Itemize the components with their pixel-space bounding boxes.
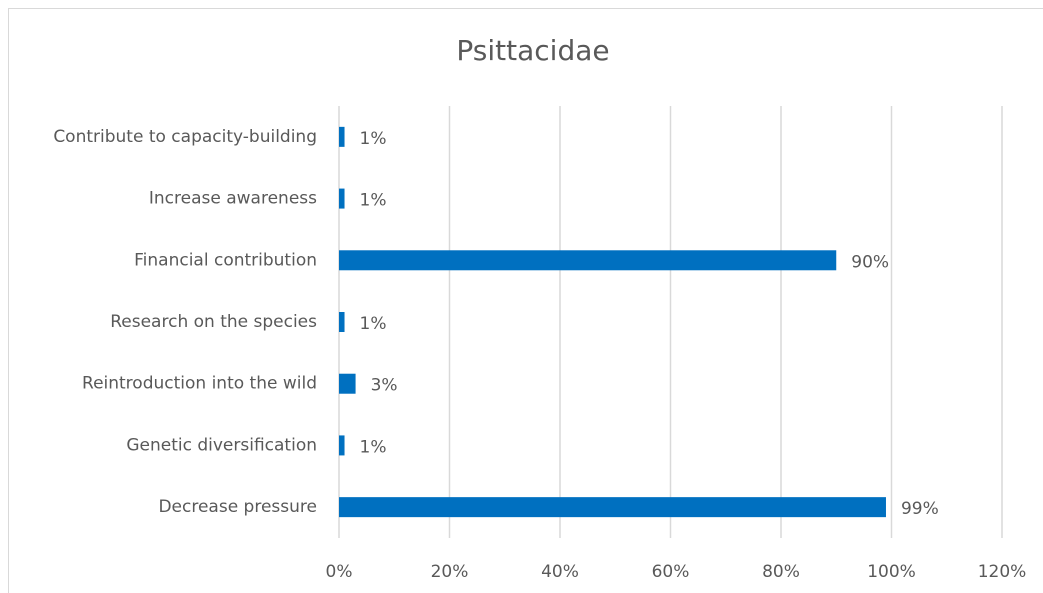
y-tick-label: Reintroduction into the wild <box>82 374 317 394</box>
chart-frame <box>8 8 1043 593</box>
x-tick-label: 100% <box>867 562 916 582</box>
y-tick-label: Research on the species <box>110 312 317 332</box>
x-tick-label: 0% <box>326 562 353 582</box>
data-label: 90% <box>851 252 889 272</box>
bar <box>339 188 345 209</box>
bar <box>339 497 886 518</box>
y-tick-label: Decrease pressure <box>158 497 317 517</box>
bar <box>339 435 345 456</box>
x-tick-label: 80% <box>762 562 800 582</box>
bar <box>339 312 345 332</box>
bar <box>339 250 837 271</box>
chart-title: Psittacidae <box>456 34 609 67</box>
bar <box>339 373 356 394</box>
y-tick-label: Contribute to capacity-building <box>53 127 317 147</box>
data-label: 3% <box>371 376 398 396</box>
data-label: 1% <box>360 437 387 457</box>
x-tick-label: 20% <box>431 562 469 582</box>
y-tick-label: Increase awareness <box>149 189 317 209</box>
data-label: 1% <box>360 191 387 211</box>
y-tick-label: Genetic diversification <box>126 435 317 455</box>
data-label: 99% <box>901 499 939 519</box>
bar <box>339 126 345 147</box>
data-label: 1% <box>360 314 387 334</box>
x-tick-label: 40% <box>541 562 579 582</box>
x-tick-label: 60% <box>652 562 690 582</box>
x-tick-label: 120% <box>978 562 1027 582</box>
y-tick-label: Financial contribution <box>134 250 317 270</box>
data-label: 1% <box>360 129 387 149</box>
